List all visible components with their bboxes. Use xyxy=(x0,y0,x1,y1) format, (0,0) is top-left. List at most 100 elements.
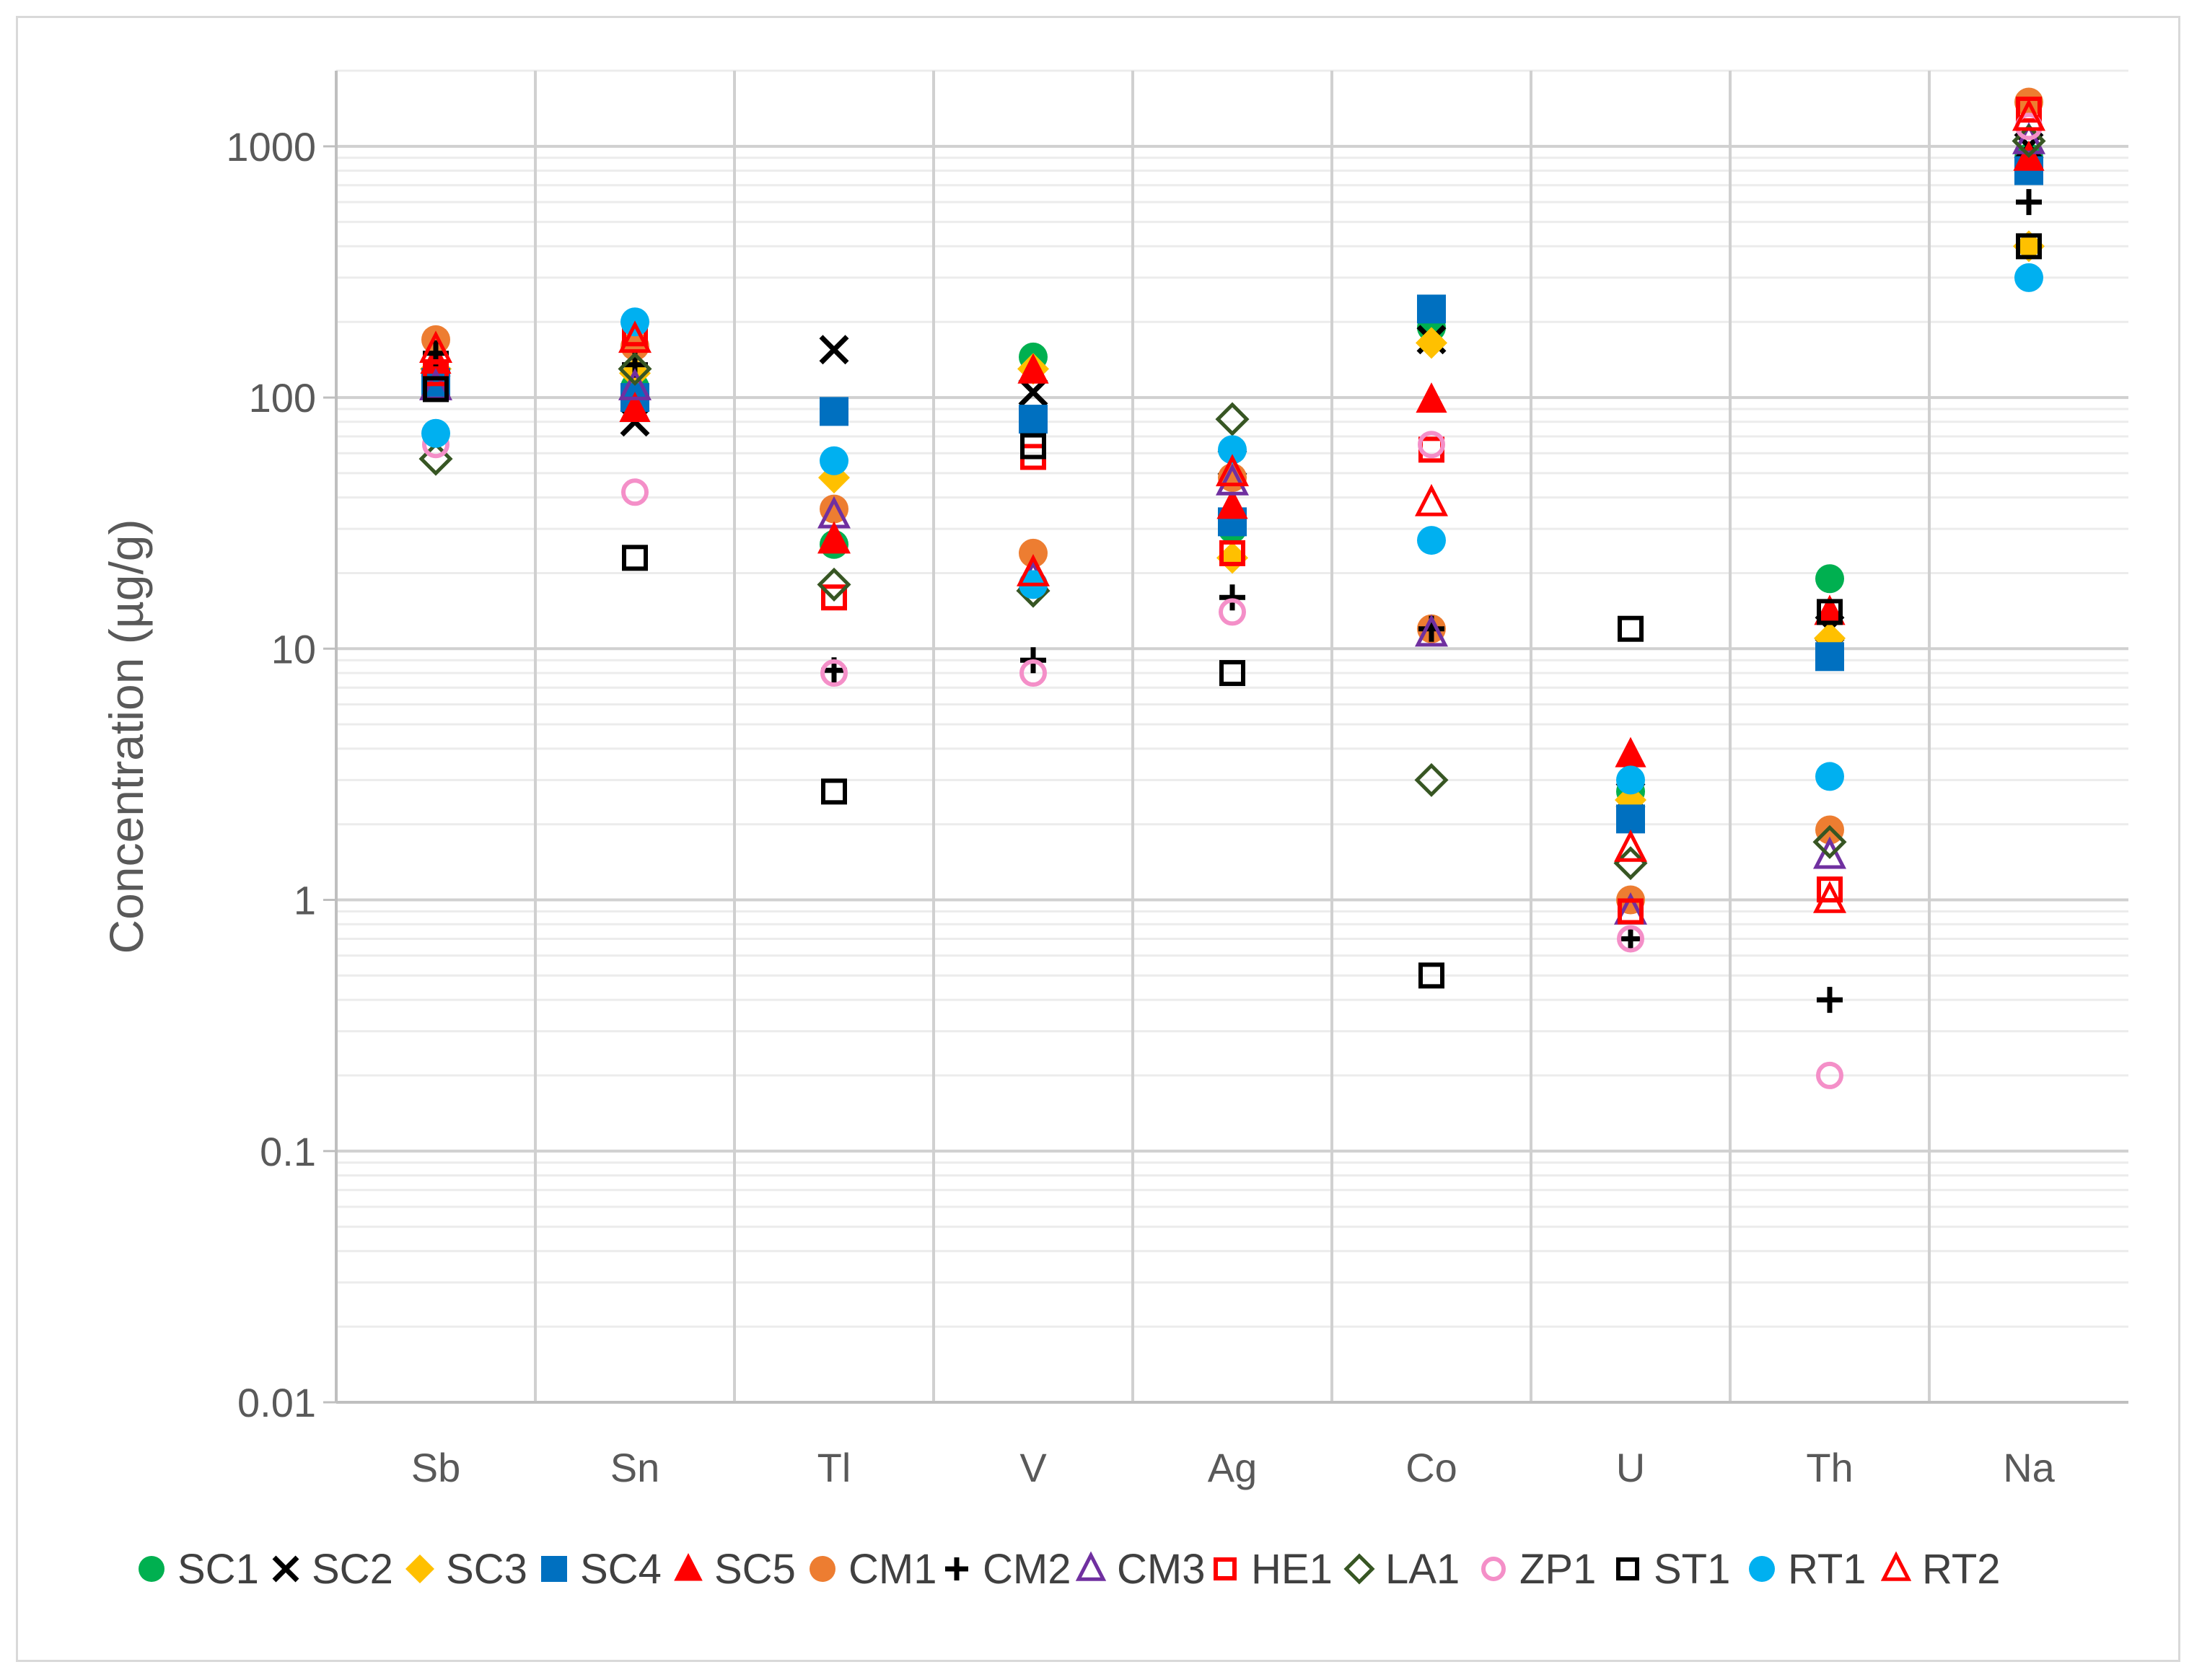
legend-label-cm3: CM3 xyxy=(1117,1546,1205,1593)
legend-label-la1: LA1 xyxy=(1385,1546,1460,1593)
data-point-sc4 xyxy=(1417,294,1446,324)
data-point-cm2 xyxy=(1618,925,1644,952)
data-point-sc5 xyxy=(1814,594,1846,625)
legend-marker-cm2 xyxy=(945,1557,968,1580)
legend-marker-st1 xyxy=(1616,1557,1639,1580)
data-point-cm3 xyxy=(1813,836,1846,869)
data-point-la1 xyxy=(618,351,652,386)
data-point-rt2 xyxy=(1813,881,1846,913)
data-point-rt1 xyxy=(1616,765,1645,795)
data-point-sc3 xyxy=(1416,327,1447,359)
data-point-rt2 xyxy=(817,521,851,554)
x-tick-label: Co xyxy=(1405,1445,1457,1490)
legend-marker-la1 xyxy=(1343,1553,1375,1585)
legend-marker-rt2 xyxy=(1880,1551,1912,1581)
legend-marker-sc1 xyxy=(139,1556,165,1582)
y-tick-label: 100 xyxy=(249,375,316,421)
legend-label-sc2: SC2 xyxy=(312,1546,393,1593)
legend-marker-sc4 xyxy=(541,1556,567,1582)
data-point-sc5 xyxy=(619,391,651,422)
legend-label-zp1: ZP1 xyxy=(1519,1546,1596,1593)
data-point-la1 xyxy=(817,567,851,602)
data-point-sc5 xyxy=(1017,353,1049,384)
data-point-cm2 xyxy=(1817,987,1843,1013)
data-point-rt2 xyxy=(1216,454,1249,487)
data-point-sc4 xyxy=(1616,804,1645,834)
legend-marker-cm1 xyxy=(810,1556,835,1582)
legend-label-cm2: CM2 xyxy=(983,1546,1071,1593)
data-point-st1 xyxy=(1020,433,1046,459)
x-tick-label: U xyxy=(1616,1445,1645,1490)
data-point-rt2 xyxy=(419,330,452,364)
legend-label-sc5: SC5 xyxy=(714,1546,796,1593)
legend-marker-sc2 xyxy=(272,1555,299,1583)
data-point-st1 xyxy=(622,545,648,571)
x-tick-label: Sb xyxy=(411,1445,461,1490)
legend-marker-cm3 xyxy=(1075,1551,1107,1581)
data-point-st1 xyxy=(821,778,847,805)
data-point-sc4 xyxy=(1019,405,1048,434)
legend-label-rt1: RT1 xyxy=(1788,1546,1867,1593)
x-tick-label: V xyxy=(1019,1445,1047,1490)
x-tick-label: Ag xyxy=(1208,1445,1258,1490)
data-point-rt1 xyxy=(1218,435,1247,465)
legend-label-cm1: CM1 xyxy=(848,1546,936,1593)
data-point-he1 xyxy=(821,584,847,611)
y-tick-label: 10 xyxy=(271,626,316,672)
y-tick-label: 1 xyxy=(294,878,316,923)
data-point-st1 xyxy=(2016,233,2042,260)
data-point-rt1 xyxy=(2014,263,2043,292)
x-tick-label: Na xyxy=(2003,1445,2055,1490)
data-point-zp1 xyxy=(1418,431,1445,459)
legend-marker-sc5 xyxy=(674,1553,703,1581)
data-point-sc5 xyxy=(1615,736,1646,768)
data-point-he1 xyxy=(1817,876,1843,903)
legend-marker-zp1 xyxy=(1481,1557,1506,1581)
x-tick-label: Th xyxy=(1806,1445,1853,1490)
legend-marker-rt1 xyxy=(1749,1556,1775,1582)
y-tick-label: 0.1 xyxy=(260,1129,316,1174)
legend-label-he1: HE1 xyxy=(1251,1546,1333,1593)
data-point-zp1 xyxy=(621,478,649,506)
data-point-zp1 xyxy=(1816,1061,1843,1089)
data-point-rt2 xyxy=(1415,483,1448,516)
legend-marker-he1 xyxy=(1214,1557,1237,1580)
data-point-zp1 xyxy=(820,659,848,687)
x-tick-label: Tl xyxy=(817,1445,851,1490)
legend-label-sc4: SC4 xyxy=(580,1546,662,1593)
data-point-cm2 xyxy=(2016,189,2042,216)
legend-label-sc1: SC1 xyxy=(177,1546,259,1593)
data-point-cm3 xyxy=(1216,463,1249,496)
data-point-la1 xyxy=(1215,402,1250,436)
y-tick-label: 1000 xyxy=(226,124,316,170)
legend-label-sc3: SC3 xyxy=(446,1546,527,1593)
data-point-rt2 xyxy=(1614,829,1647,862)
data-point-he1 xyxy=(1618,898,1644,925)
data-point-st1 xyxy=(1418,962,1444,989)
y-tick-label: 0.01 xyxy=(237,1380,316,1425)
y-axis-title: Concentration (µg/g) xyxy=(100,519,153,954)
data-point-rt1 xyxy=(1815,762,1844,791)
data-point-la1 xyxy=(1414,762,1449,797)
data-point-cm3 xyxy=(1415,614,1448,647)
data-point-sc2 xyxy=(819,335,849,365)
data-point-rt1 xyxy=(820,446,848,475)
data-point-sc5 xyxy=(818,523,850,554)
data-point-zp1 xyxy=(1219,598,1246,626)
data-point-rt2 xyxy=(618,320,652,353)
data-point-st1 xyxy=(1618,615,1644,642)
data-point-sc3 xyxy=(2013,230,2045,263)
data-point-rt2 xyxy=(1017,554,1050,586)
data-point-he1 xyxy=(1219,540,1245,566)
data-point-cm2 xyxy=(1219,584,1245,611)
data-point-sc5 xyxy=(1416,382,1447,413)
data-point-cm3 xyxy=(618,368,652,400)
x-tick-label: Sn xyxy=(610,1445,660,1490)
data-point-st1 xyxy=(423,376,449,403)
data-point-sc4 xyxy=(820,397,848,426)
data-point-st1 xyxy=(1219,660,1245,687)
legend-label-st1: ST1 xyxy=(1654,1546,1730,1593)
data-point-rt1 xyxy=(1417,526,1446,555)
data-point-st1 xyxy=(1817,599,1843,625)
